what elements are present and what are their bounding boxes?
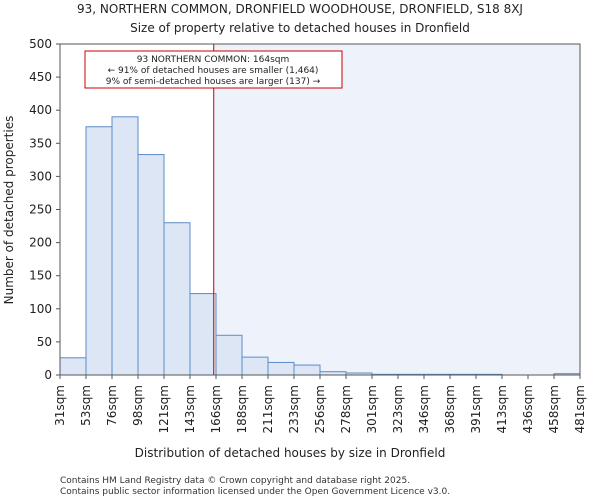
y-axis: 0 50 100 150 200 250 300 350 400 450 500 [29, 37, 60, 382]
x-axis-label: Distribution of detached houses by size … [135, 446, 446, 460]
y-tick-label-300: 300 [29, 169, 52, 183]
bar-166sqm [215, 334, 243, 376]
x-tick-label-413sqm: 413sqm [495, 385, 509, 433]
x-tick-label-121sqm: 121sqm [157, 385, 171, 433]
x-tick-label-98sqm: 98sqm [131, 385, 145, 426]
annotation-line-2: ← 91% of detached houses are smaller (1,… [108, 66, 319, 76]
chart-subtitle: Size of property relative to detached ho… [130, 21, 470, 35]
x-tick-label-346sqm: 346sqm [417, 385, 431, 433]
y-tick-label-350: 350 [29, 136, 52, 150]
x-tick-label-76sqm: 76sqm [105, 385, 119, 426]
annotation-box: 93 NORTHERN COMMON: 164sqm ← 91% of deta… [84, 50, 343, 89]
bars-group [59, 116, 581, 376]
footer-line-2: Contains public sector information licen… [60, 487, 450, 497]
y-axis-label: Number of detached properties [2, 116, 16, 305]
x-tick-label-166sqm: 166sqm [209, 385, 223, 433]
y-tick-label-400: 400 [29, 103, 52, 117]
x-tick-label-301sqm: 301sqm [365, 385, 379, 433]
x-tick-label-278sqm: 278sqm [339, 385, 353, 433]
x-tick-label-458sqm: 458sqm [547, 385, 561, 433]
y-tick-label-50: 50 [37, 335, 52, 349]
y-tick-label-150: 150 [29, 269, 52, 283]
x-tick-label-256sqm: 256sqm [313, 385, 327, 433]
x-tick-label-481sqm: 481sqm [573, 385, 587, 433]
bar-53sqm [85, 126, 113, 376]
x-tick-label-143sqm: 143sqm [183, 385, 197, 433]
bar-121sqm [163, 222, 191, 376]
x-tick-label-53sqm: 53sqm [79, 385, 93, 426]
y-tick-label-500: 500 [29, 37, 52, 51]
bar-233sqm [293, 364, 321, 376]
footer-line-1: Contains HM Land Registry data © Crown c… [60, 476, 410, 486]
x-tick-label-31sqm: 31sqm [53, 385, 67, 426]
bar-76sqm [111, 116, 139, 376]
larger-properties-region [213, 44, 580, 375]
x-tick-label-391sqm: 391sqm [469, 385, 483, 433]
bar-211sqm [267, 361, 295, 376]
annotation-line-3: 9% of semi-detached houses are larger (1… [106, 77, 321, 87]
annotation-border [84, 50, 343, 89]
annotation-line-1: 93 NORTHERN COMMON: 164sqm [137, 55, 289, 65]
x-axis: 31sqm 53sqm 76sqm 98sqm 121sqm 143sqm 166sqm 18… [53, 375, 587, 433]
chart-title: 93, NORTHERN COMMON, DRONFIELD WOODHOUSE… [77, 2, 523, 16]
bar-143sqm [189, 293, 217, 376]
bar-98sqm [137, 154, 165, 376]
y-tick-label-0: 0 [44, 368, 52, 382]
x-tick-label-436sqm: 436sqm [521, 385, 535, 433]
x-tick-label-188sqm: 188sqm [235, 385, 249, 433]
x-tick-label-323sqm: 323sqm [391, 385, 405, 433]
bar-31sqm [59, 357, 87, 376]
y-tick-label-450: 450 [29, 70, 52, 84]
x-tick-label-368sqm: 368sqm [443, 385, 457, 433]
y-tick-label-250: 250 [29, 203, 52, 217]
y-tick-label-200: 200 [29, 236, 52, 250]
y-tick-label-100: 100 [29, 302, 52, 316]
bar-188sqm [241, 356, 269, 376]
x-tick-label-233sqm: 233sqm [287, 385, 301, 433]
x-tick-label-211sqm: 211sqm [261, 385, 275, 433]
